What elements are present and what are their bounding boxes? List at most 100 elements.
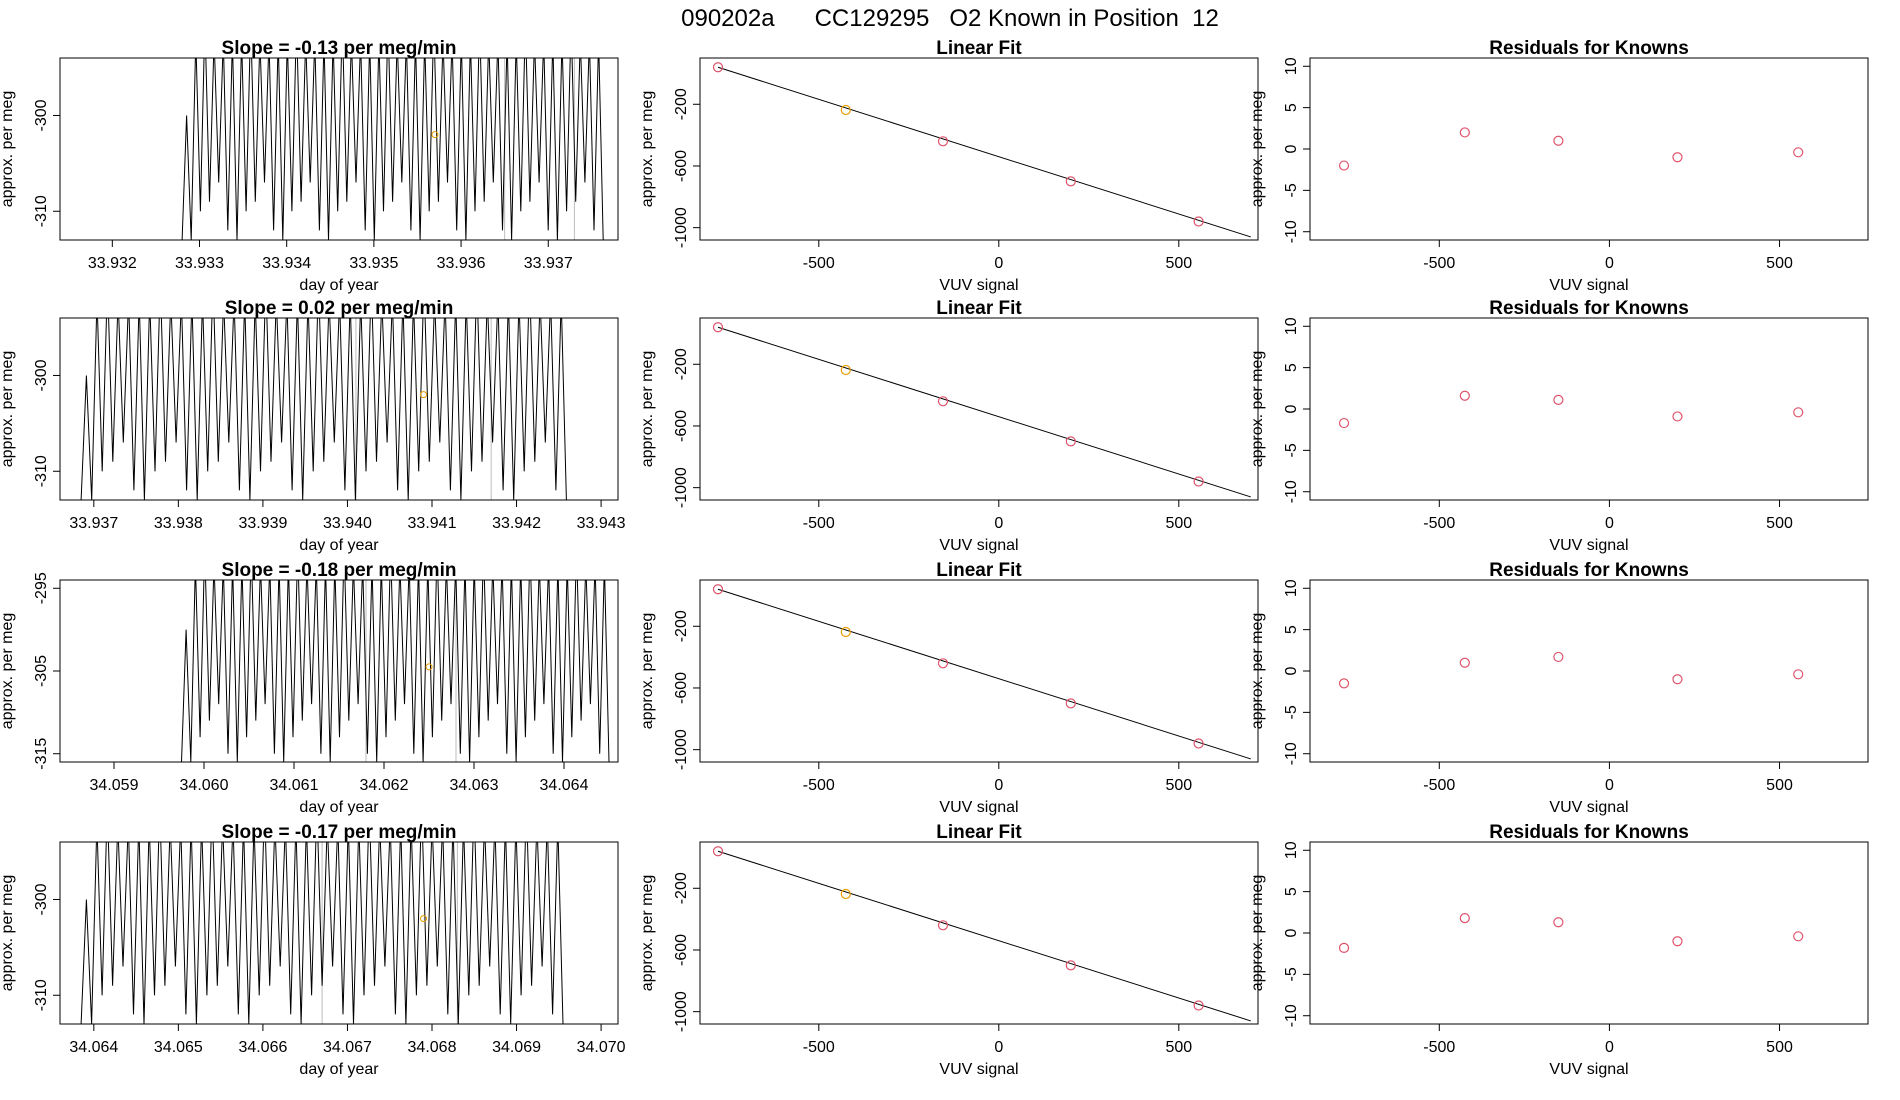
y-tick-label: 10 <box>1283 579 1300 597</box>
fit-line <box>717 588 1251 760</box>
x-tick-label: 34.059 <box>90 777 139 794</box>
data-point <box>1793 407 1804 418</box>
y-tick-label: -5 <box>1283 705 1300 719</box>
data-point <box>840 626 851 638</box>
fit-line <box>717 850 1251 1022</box>
panel-r4-c2: Linear Fit VUV signal approx. per meg -500 0… <box>639 822 1259 1078</box>
y-tick-label: -600 <box>673 672 690 704</box>
x-tick-label: -500 <box>803 255 835 272</box>
x-tick-label: 33.939 <box>238 515 287 532</box>
y-tick-label: -10 <box>1283 480 1300 503</box>
plot-area <box>712 62 1251 238</box>
y-tick-label: 0 <box>1283 928 1300 937</box>
y-tick-label: -310 <box>33 195 50 227</box>
panel-r4-c3: Residuals for Knowns VUV signal approx. pe… <box>1249 822 1869 1078</box>
x-tick-label: -500 <box>803 515 835 532</box>
y-axis-label: approx. per meg <box>1249 351 1266 468</box>
x-tick-label: -500 <box>1423 777 1455 794</box>
y-tick-label: -5 <box>1283 967 1300 981</box>
panel-r3-c3: Residuals for Knowns VUV signal approx. pe… <box>1249 560 1869 816</box>
data-point <box>840 104 851 116</box>
data-point <box>937 396 949 407</box>
y-tick-label: -1000 <box>673 467 690 508</box>
data-point <box>1672 674 1683 685</box>
x-axis-label: VUV signal <box>1549 1061 1628 1078</box>
y-axis-label: approx. per meg <box>1249 875 1266 992</box>
y-tick-label: -315 <box>33 738 50 770</box>
plot-area <box>712 584 1251 760</box>
y-axis-label: approx. per meg <box>0 351 16 468</box>
plot-frame <box>59 317 619 501</box>
plot-frame <box>1309 841 1869 1025</box>
y-axis-label: approx. per meg <box>639 875 656 992</box>
plot-frame <box>699 57 1259 241</box>
y-tick-label: -10 <box>1283 742 1300 765</box>
x-tick-label: 0 <box>994 515 1003 532</box>
plot-area <box>712 322 1251 498</box>
y-tick-label: -200 <box>673 88 690 120</box>
x-tick-label: 33.938 <box>154 515 203 532</box>
y-tick-label: -5 <box>1283 183 1300 197</box>
plot-frame <box>699 841 1259 1025</box>
fit-line <box>717 66 1251 238</box>
data-point <box>1065 436 1076 447</box>
x-tick-label: 0 <box>1605 515 1614 532</box>
plot-area <box>103 58 604 240</box>
plot-frame <box>1309 57 1869 241</box>
data-point <box>1338 160 1350 171</box>
highlight-point <box>420 391 428 399</box>
x-tick-label: -500 <box>1423 515 1455 532</box>
plot-area <box>80 318 567 500</box>
x-tick-label: 33.940 <box>323 515 372 532</box>
data-point <box>1459 913 1470 924</box>
plot-frame <box>59 579 619 763</box>
y-tick-label: -5 <box>1283 443 1300 457</box>
data-point <box>1338 942 1350 953</box>
data-point <box>1793 147 1804 158</box>
plot-area <box>80 842 564 1024</box>
data-point <box>1553 651 1564 663</box>
plot-area <box>1338 913 1804 953</box>
panel-title: Residuals for Knowns <box>1489 560 1689 581</box>
x-tick-label: 33.936 <box>437 255 486 272</box>
x-tick-label: -500 <box>803 777 835 794</box>
y-tick-label: 10 <box>1283 317 1300 335</box>
y-tick-label: -310 <box>33 979 50 1011</box>
data-trace <box>80 842 564 1024</box>
data-point <box>937 658 949 669</box>
y-axis-label: approx. per meg <box>639 91 656 208</box>
plot-frame <box>59 841 619 1025</box>
plot-frame <box>1309 317 1869 501</box>
x-axis-label: VUV signal <box>1549 537 1628 554</box>
y-tick-label: -600 <box>673 934 690 966</box>
x-tick-label: 34.064 <box>69 1039 118 1056</box>
x-tick-label: 0 <box>1605 777 1614 794</box>
highlight-point <box>420 915 428 923</box>
x-tick-label: 34.067 <box>323 1039 372 1056</box>
data-point <box>1193 738 1204 749</box>
plot-area <box>1338 127 1804 171</box>
y-tick-label: 5 <box>1283 363 1300 372</box>
data-point <box>1193 216 1204 227</box>
x-tick-label: 34.068 <box>408 1039 457 1056</box>
y-axis-label: approx. per meg <box>0 91 16 208</box>
x-axis-label: VUV signal <box>939 537 1018 554</box>
data-point <box>937 136 949 147</box>
x-tick-label: 34.064 <box>540 777 589 794</box>
panel-r1-c3: Residuals for Knowns VUV signal approx. pe… <box>1249 38 1869 294</box>
x-tick-label: -500 <box>1423 1039 1455 1056</box>
panel-title: Linear Fit <box>936 822 1022 843</box>
plot-frame <box>59 57 619 241</box>
panel-title: Residuals for Knowns <box>1489 38 1689 59</box>
x-tick-label: 33.935 <box>349 255 398 272</box>
panel-r2-c3: Residuals for Knowns VUV signal approx. pe… <box>1249 298 1869 554</box>
x-axis-label: VUV signal <box>1549 277 1628 294</box>
x-axis-label: VUV signal <box>939 799 1018 816</box>
data-point <box>712 62 724 73</box>
data-point <box>1338 417 1350 429</box>
y-tick-label: 5 <box>1283 625 1300 634</box>
plot-area <box>87 580 610 762</box>
x-tick-label: 34.065 <box>154 1039 203 1056</box>
x-tick-label: 34.062 <box>360 777 409 794</box>
data-point <box>937 920 949 931</box>
